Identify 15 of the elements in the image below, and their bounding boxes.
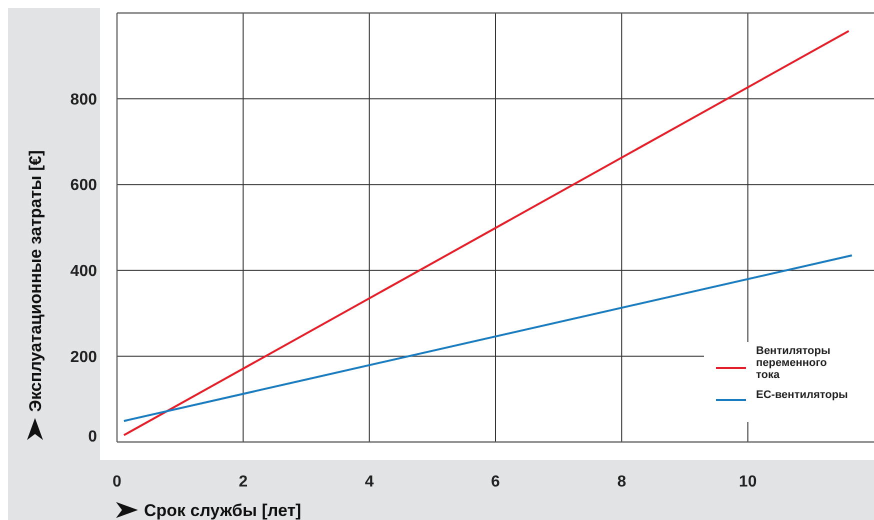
x-tick-label: 8 xyxy=(617,474,626,491)
y-tick-label: 200 xyxy=(70,348,98,366)
y-tick-label: 0 xyxy=(88,428,98,446)
x-tick-label: 0 xyxy=(112,474,122,491)
x-tick-label: 2 xyxy=(238,474,248,491)
legend-label: EC-вентиляторы xyxy=(756,389,848,401)
x-axis-title: Срок службы [лет] xyxy=(144,500,302,520)
y-tick-label: 400 xyxy=(70,263,98,280)
x-tick-label: 6 xyxy=(491,474,500,491)
y-tick-label: 800 xyxy=(70,91,98,108)
legend-label: Вентиляторы переменного тока xyxy=(756,345,830,381)
y-tick-label: 600 xyxy=(70,177,98,194)
x-tick-label: 10 xyxy=(738,474,757,491)
y-axis-title: Эксплуатационные затраты [€] xyxy=(26,150,45,412)
x-tick-label: 4 xyxy=(364,474,374,491)
